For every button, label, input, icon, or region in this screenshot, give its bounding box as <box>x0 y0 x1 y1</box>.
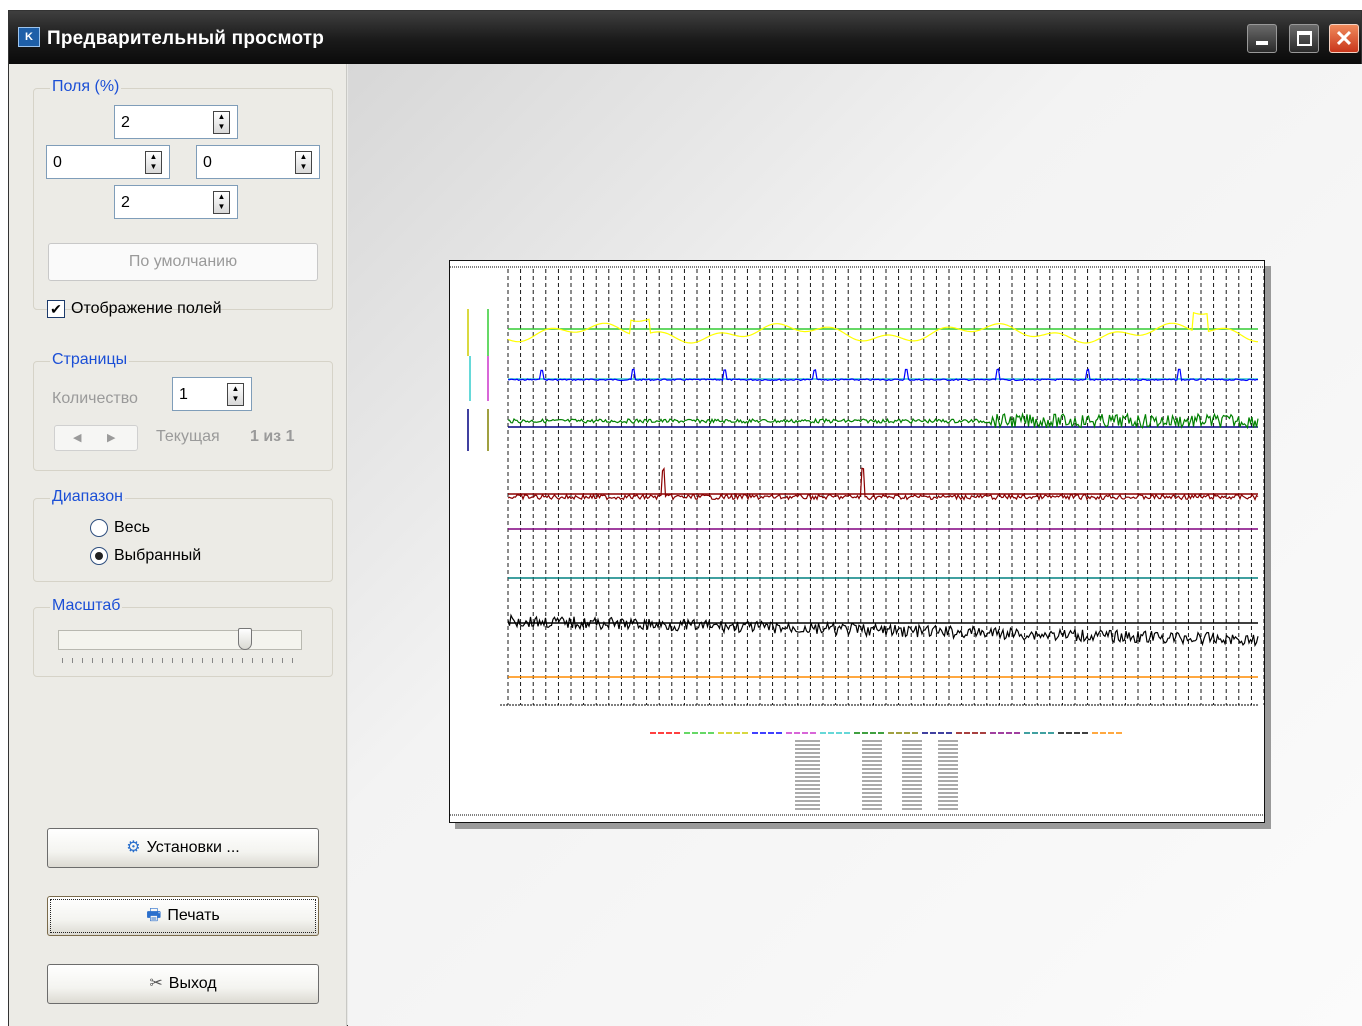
spin-arrows-icon[interactable]: ▲ ▼ <box>295 151 312 174</box>
exit-button[interactable]: ✂ Выход <box>47 964 319 1004</box>
settings-button[interactable]: ⚙ Установки ... <box>47 828 319 868</box>
series-line <box>507 368 1259 382</box>
range-group: Диапазон Весь Выбранный <box>33 488 333 582</box>
preview-chart <box>450 266 1266 816</box>
show-margins-checkbox[interactable]: ✔ <box>47 300 65 318</box>
margin-left-value: 0 <box>53 154 62 171</box>
margin-left-spinner[interactable]: 0 ▲ ▼ <box>46 145 170 179</box>
scale-slider-thumb[interactable] <box>238 628 253 650</box>
margin-right-value: 0 <box>203 154 212 171</box>
spin-arrows-icon[interactable]: ▲ ▼ <box>145 151 162 174</box>
close-icon: ✕ <box>1334 26 1354 51</box>
range-title: Диапазон <box>50 488 125 506</box>
margin-bottom-spinner[interactable]: 2 ▲ ▼ <box>114 185 238 219</box>
margin-bottom-value: 2 <box>121 194 130 211</box>
pages-group: Страницы Количество 1 ▲ ▼ ◀ ▶ Текущая 1 из… <box>33 351 333 471</box>
minimize-icon <box>1256 41 1268 45</box>
settings-panel: Поля (%) 2 ▲ ▼ 0 ▲ ▼ 0 ▲ ▼ 2 ▲ ▼ По умолчанию ✔ … <box>9 64 347 1026</box>
print-preview-window: K Предварительный просмотр ✕ Поля (%) 2 ▲… <box>8 10 1362 1026</box>
minimize-button[interactable] <box>1247 24 1277 53</box>
pages-count-value: 1 <box>179 386 188 403</box>
margins-group: Поля (%) 2 ▲ ▼ 0 ▲ ▼ 0 ▲ ▼ 2 ▲ ▼ По умолчанию <box>33 78 333 310</box>
window-title: Предварительный просмотр <box>47 28 325 49</box>
exit-label: Выход <box>168 975 217 992</box>
exit-icon: ✂ <box>149 975 163 992</box>
margins-title: Поля (%) <box>50 78 122 96</box>
pages-count-label: Количество <box>52 390 138 407</box>
print-label: Печать <box>167 907 220 924</box>
pages-count-spinner[interactable]: 1 ▲ ▼ <box>172 377 252 411</box>
scale-ticks <box>62 658 298 663</box>
margin-right-spinner[interactable]: 0 ▲ ▼ <box>196 145 320 179</box>
range-selected-radio[interactable] <box>90 547 108 565</box>
pages-title: Страницы <box>50 351 130 369</box>
margin-top-value: 2 <box>121 114 130 131</box>
close-button[interactable]: ✕ <box>1329 24 1359 53</box>
show-margins-label: Отображение полей <box>71 300 222 317</box>
default-margins-button[interactable]: По умолчанию <box>48 243 318 281</box>
margin-top-spinner[interactable]: 2 ▲ ▼ <box>114 105 238 139</box>
series-line <box>507 613 1259 648</box>
settings-icon: ⚙ <box>126 839 141 856</box>
settings-label: Установки ... <box>146 839 240 856</box>
scale-slider-track[interactable] <box>58 630 302 650</box>
page-nav: ◀ ▶ <box>54 425 138 451</box>
app-logo-icon: K <box>18 27 40 47</box>
spin-arrows-icon[interactable]: ▲ ▼ <box>213 191 230 214</box>
range-selected-label: Выбранный <box>114 547 202 564</box>
maximize-button[interactable] <box>1289 24 1319 53</box>
current-page-value: 1 из 1 <box>250 428 295 445</box>
printer-icon: 🖶 <box>146 907 162 924</box>
print-button[interactable]: 🖶 Печать <box>47 896 319 936</box>
next-page-icon[interactable]: ▶ <box>107 432 116 444</box>
preview-page <box>449 260 1266 823</box>
series-line <box>507 311 1259 344</box>
current-page-label: Текущая <box>156 428 220 445</box>
spin-arrows-icon[interactable]: ▲ ▼ <box>227 383 244 406</box>
series-line <box>507 411 1259 430</box>
title-bar[interactable]: K Предварительный просмотр ✕ <box>9 11 1361 64</box>
series-line <box>507 466 1259 502</box>
maximize-icon <box>1297 31 1312 46</box>
preview-area[interactable] <box>348 64 1362 1026</box>
range-all-label: Весь <box>114 519 150 536</box>
range-all-radio[interactable] <box>90 519 108 537</box>
scale-group: Масштаб <box>33 597 333 677</box>
scale-title: Масштаб <box>50 597 123 615</box>
spin-arrows-icon[interactable]: ▲ ▼ <box>213 111 230 134</box>
prev-page-icon[interactable]: ◀ <box>73 432 82 444</box>
